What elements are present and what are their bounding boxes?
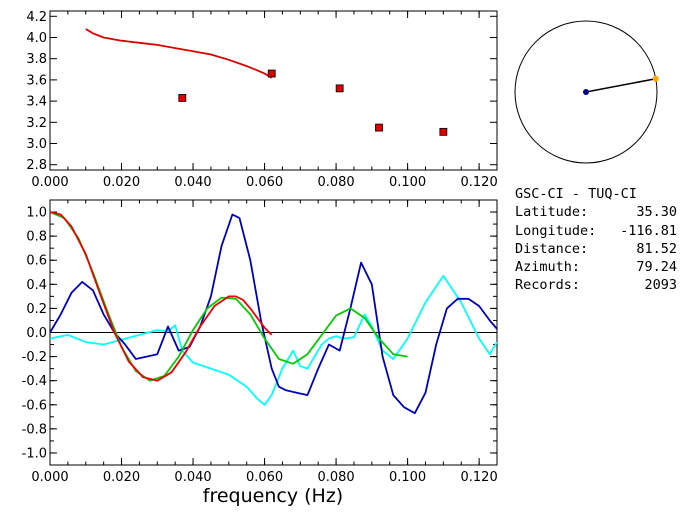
info-label: Records: <box>515 277 581 294</box>
y-tick-label: 3.8 <box>26 52 47 67</box>
data-point-marker <box>439 127 448 136</box>
series-line-2 <box>49 211 408 382</box>
y-tick-label: 0.6 <box>26 254 47 269</box>
top-plot-points-layer <box>178 69 448 136</box>
data-point-marker <box>335 84 344 93</box>
x-tick-label: 0.020 <box>103 175 140 190</box>
info-value: 79.24 <box>636 259 677 276</box>
phase-velocity-plot: 0.000 0.020 0.040 0.060 0.080 0.100 0.120 2.8 3.… <box>26 10 497 190</box>
y-tick-label: -0.4 <box>22 374 47 389</box>
x-tick-label: 0.100 <box>389 470 426 485</box>
info-row-azimuth: Azimuth: 79.24 <box>515 258 677 276</box>
y-tick-label: 3.6 <box>26 73 47 88</box>
station-map <box>514 20 659 164</box>
x-tick-label: 0.120 <box>461 175 498 190</box>
info-label: Latitude: <box>515 204 589 221</box>
info-row-records: Records: 2093 <box>515 276 677 294</box>
x-tick-label: 0.040 <box>174 175 211 190</box>
x-tick-label: 0.080 <box>317 470 354 485</box>
data-point-marker <box>178 94 187 102</box>
x-axis-label: frequency (Hz) <box>203 485 343 507</box>
y-tick-label: 3.2 <box>26 116 47 131</box>
y-tick-label: 3.4 <box>26 95 47 110</box>
series-line-3 <box>49 211 273 382</box>
y-tick-label: 3.0 <box>26 137 47 152</box>
y-tick-label: 4.0 <box>26 31 47 46</box>
station-marker <box>583 89 589 95</box>
x-tick-label: 0.020 <box>103 470 140 485</box>
series-line-0 <box>49 275 498 406</box>
data-point-marker <box>375 123 383 132</box>
x-tick-label: 0.000 <box>31 175 68 190</box>
x-tick-label: 0.080 <box>317 175 354 190</box>
info-value: 81.52 <box>636 240 677 257</box>
azimuth-line <box>585 78 656 93</box>
top-plot-ticks: 0.000 0.020 0.040 0.060 0.080 0.100 0.120 2.8 3.… <box>26 10 497 190</box>
y-tick-label: -0.8 <box>22 422 47 437</box>
y-tick-label: -0.6 <box>22 398 47 413</box>
series-line-1 <box>49 213 498 415</box>
info-row-longitude: Longitude: -116.81 <box>515 222 677 240</box>
info-row-latitude: Latitude: 35.30 <box>515 203 677 221</box>
data-point-marker <box>267 69 276 78</box>
map-circle <box>514 20 658 164</box>
top-plot-curve-layer <box>85 28 273 79</box>
azimuth-endpoint-marker <box>652 75 659 82</box>
top-plot-frame <box>49 10 498 171</box>
info-label: Distance: <box>515 240 589 257</box>
y-tick-label: 2.8 <box>26 158 47 173</box>
x-tick-label: 0.060 <box>246 175 283 190</box>
x-tick-label: 0.100 <box>389 175 426 190</box>
y-tick-label: -0.2 <box>22 350 47 365</box>
info-label: Longitude: <box>515 222 597 239</box>
info-row-distance: Distance: 81.52 <box>515 240 677 258</box>
bottom-plot-series-layer <box>49 211 498 415</box>
x-tick-label: 0.040 <box>174 470 211 485</box>
y-tick-label: 0.2 <box>26 302 47 317</box>
x-tick-label: 0.060 <box>246 470 283 485</box>
y-tick-label: 1.0 <box>26 206 47 221</box>
y-tick-label: -1.0 <box>22 446 47 461</box>
dispersion-curve <box>85 28 273 79</box>
y-tick-label: 0.4 <box>26 278 47 293</box>
y-tick-label: 0.8 <box>26 230 47 245</box>
station-info-panel: GSC-CI - TUQ-CI Latitude: 35.30 Longitud… <box>515 185 677 295</box>
info-value: -116.81 <box>620 222 677 239</box>
info-label: Azimuth: <box>515 259 581 276</box>
x-tick-label: 0.120 <box>461 470 498 485</box>
x-tick-label: 0.000 <box>31 470 68 485</box>
y-tick-label: 4.2 <box>26 10 47 25</box>
correlation-plot: 0.000 0.020 0.040 0.060 0.080 0.100 0.120 -1.0 -… <box>22 199 498 507</box>
info-value: 35.30 <box>636 204 677 221</box>
info-value: 2093 <box>644 277 677 294</box>
station-pair-title: GSC-CI - TUQ-CI <box>515 186 637 202</box>
y-tick-label: 0.0 <box>26 326 47 341</box>
